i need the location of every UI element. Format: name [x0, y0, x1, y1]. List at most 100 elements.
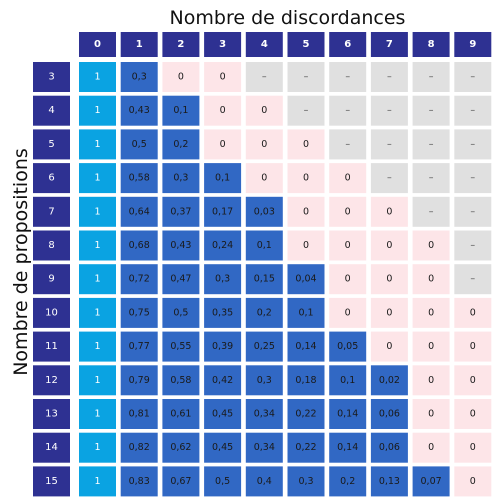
heatmap-cell-value: 0 [386, 240, 392, 251]
heatmap-cell-value: 0 [220, 105, 226, 116]
heatmap-cell-value: 0,22 [295, 442, 316, 453]
heatmap-cell [204, 365, 242, 396]
heatmap-cell-value: – [470, 72, 475, 83]
heatmap-cell-value: – [345, 105, 350, 116]
column-header-label: 7 [386, 39, 393, 50]
heatmap-cell-value: 0 [428, 240, 434, 251]
column-header-label: 2 [177, 39, 184, 50]
row-header-cell [33, 163, 70, 194]
heatmap-cell [370, 297, 408, 328]
heatmap-cell [370, 466, 408, 497]
heatmap-cell [245, 196, 283, 227]
heatmap-cell [454, 62, 492, 92]
heatmap-cell [162, 230, 200, 261]
heatmap-cell [370, 365, 408, 396]
heatmap-cell-value: 0 [428, 341, 434, 352]
heatmap-cell [329, 297, 367, 328]
heatmap-cell [454, 163, 492, 194]
heatmap-cell-value: 0,3 [173, 173, 188, 184]
row-header-label: 8 [48, 240, 54, 251]
heatmap-cell-value: – [470, 240, 475, 251]
heatmap-cell-value: 0 [345, 307, 351, 318]
heatmap-cell-value: – [345, 72, 350, 83]
heatmap-cell-value: 0,43 [129, 105, 150, 116]
heatmap-cell-value: 1 [94, 476, 100, 487]
heatmap-cell-value: 0 [345, 173, 351, 184]
heatmap-cell-value: 1 [94, 442, 100, 453]
heatmap-cell [329, 365, 367, 396]
heatmap-cell [120, 196, 158, 227]
row-header-label: 9 [48, 274, 54, 285]
column-header-cell [370, 32, 408, 57]
column-header-cell [162, 32, 200, 57]
heatmap-cell [454, 196, 492, 227]
heatmap-cell-value: 0,02 [379, 375, 400, 386]
heatmap-cell [162, 196, 200, 227]
heatmap-cell [204, 399, 242, 429]
heatmap-cell-value: 0,47 [170, 274, 191, 285]
heatmap-cell-value: – [470, 206, 475, 217]
heatmap-cell-value: 0,3 [298, 476, 313, 487]
heatmap-cell-value: 0,2 [340, 476, 355, 487]
heatmap-cell-value: 1 [94, 274, 100, 285]
heatmap-cell [370, 432, 408, 463]
heatmap-cell-value: 0,18 [295, 375, 316, 386]
heatmap-cell-value: – [470, 139, 475, 150]
heatmap-cell-value: 0,14 [295, 341, 316, 352]
heatmap-cell [287, 264, 325, 295]
row-header-label: 10 [45, 307, 58, 318]
heatmap-cell-value: 0 [386, 341, 392, 352]
heatmap-cell-value: 0,15 [254, 274, 275, 285]
heatmap-cell [245, 163, 283, 194]
heatmap-cell-value: 0,39 [212, 341, 233, 352]
heatmap-cell-value: 0,2 [257, 307, 272, 318]
heatmap-cell [79, 297, 116, 328]
heatmap-cell-value: 0,72 [129, 274, 150, 285]
heatmap-cell [412, 466, 450, 497]
heatmap-cell-value: 0 [470, 375, 476, 386]
heatmap-cell [329, 432, 367, 463]
heatmap-cell-value: 0 [428, 274, 434, 285]
heatmap-cell-value: – [429, 206, 434, 217]
heatmap-cell [454, 129, 492, 160]
heatmap-cell [329, 129, 367, 160]
heatmap-cell-value: – [429, 139, 434, 150]
heatmap-cell-value: 0 [470, 307, 476, 318]
column-header-cell [204, 32, 242, 57]
heatmap-cell [454, 331, 492, 362]
column-header-label: 5 [303, 39, 310, 50]
column-header-cell [329, 32, 367, 57]
heatmap-cell-value: 0 [261, 105, 267, 116]
heatmap-cell [370, 129, 408, 160]
heatmap-cell [454, 95, 492, 126]
heatmap-cell-value: 0 [470, 442, 476, 453]
heatmap-cell-value: 0 [345, 274, 351, 285]
heatmap-cell-value: 0,43 [170, 240, 191, 251]
heatmap-cell-value: 0,17 [212, 206, 233, 217]
heatmap-cell-value: 1 [94, 409, 100, 420]
row-header-cell [33, 264, 70, 295]
heatmap-cell-value: 0,3 [257, 375, 272, 386]
column-header-label: 3 [219, 39, 226, 50]
heatmap-cell-value: 0,14 [337, 442, 358, 453]
heatmap-cell-value: 0,5 [215, 476, 230, 487]
heatmap-cell [120, 264, 158, 295]
heatmap-cell [79, 196, 116, 227]
heatmap-cell [287, 365, 325, 396]
heatmap-cell [287, 196, 325, 227]
heatmap-cell [162, 399, 200, 429]
heatmap-cell [370, 399, 408, 429]
heatmap-cell-value: 0,42 [212, 375, 233, 386]
heatmap-cell-value: 1 [94, 375, 100, 386]
column-header-label: 1 [136, 39, 143, 50]
heatmap-cell [412, 95, 450, 126]
heatmap-cell-value: 1 [94, 139, 100, 150]
heatmap-cell [162, 129, 200, 160]
heatmap-cell-value: 0,79 [129, 375, 150, 386]
heatmap-cell [287, 331, 325, 362]
heatmap-cell [412, 129, 450, 160]
column-header-label: 8 [428, 39, 435, 50]
heatmap-cell-value: 0 [345, 206, 351, 217]
column-header-cell [245, 32, 283, 57]
heatmap-cell-value: 0 [428, 409, 434, 420]
